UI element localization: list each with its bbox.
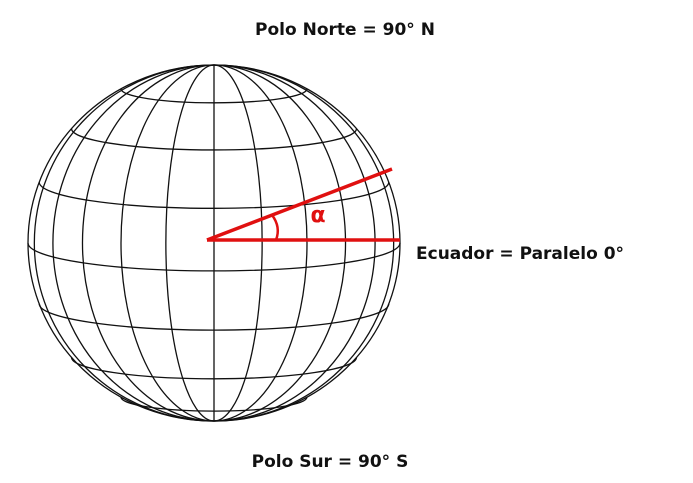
meridian [214,65,262,421]
north-pole-label: Polo Norte = 90° N [255,20,435,40]
meridian [214,65,307,421]
angle-ray [207,169,392,240]
equator-label: Ecuador = Paralelo 0° [416,244,624,264]
meridian [53,65,214,421]
south-pole-label: Polo Sur = 90° S [252,452,409,472]
angle-label: α [310,203,325,228]
meridian [166,65,214,421]
meridian [214,65,375,421]
globe-diagram: α Polo Norte = 90° N Ecuador = Paralelo … [0,0,693,483]
angle-arc [272,215,278,240]
globe [28,65,400,421]
meridian [121,65,214,421]
meridian [214,65,394,421]
meridian [34,65,214,421]
